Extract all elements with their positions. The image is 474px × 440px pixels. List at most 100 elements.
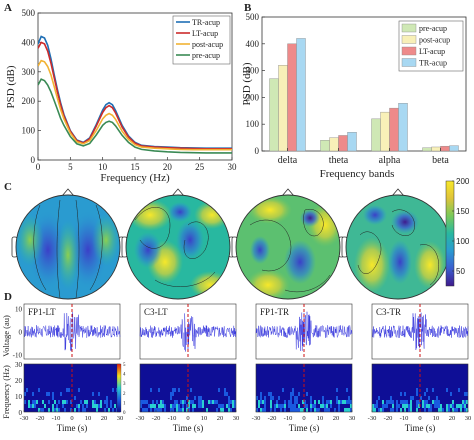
topomap-3 (231, 188, 345, 300)
panel-d-voltage-tick-label: 10 (15, 306, 23, 314)
panel-d-spectrogram-cell (464, 408, 466, 412)
panel-d-spectrogram-cell (32, 404, 34, 408)
panel-d-spectrogram-cell (336, 396, 338, 400)
panel-d-spectrogram-cell (292, 408, 294, 412)
panel-d-spectrogram-cell (108, 408, 110, 412)
panel-d-spectrogram-cell (94, 404, 96, 408)
panel-d-spectrogram-cell (262, 400, 264, 404)
panel-d-x-tick-label: 20 (449, 415, 456, 422)
panel-d-spectrogram-cell (264, 404, 266, 408)
panel-a-legend: TR-acup LT-acup post-acup pre-acup (172, 15, 231, 65)
panel-d-x-tick-label: -20 (36, 415, 45, 422)
panel-d-spectrogram-cell (106, 400, 108, 404)
panel-d-spectrogram-cell (226, 404, 228, 408)
topomap-colorbar-ticks: 50 100 150 200 (452, 177, 470, 276)
panel-d-spectrogram-cell (434, 404, 436, 408)
panel-d-spectrogram-cell (390, 396, 392, 400)
panel-d-spectrogram-cell (226, 392, 228, 396)
panel-d-spectrogram-cell (264, 408, 266, 412)
panel-d-spectrogram-cell (282, 388, 284, 392)
panel-d-spectrogram-cell (410, 408, 412, 412)
panel-d-spectrogram-cell (320, 404, 322, 408)
panel-d-spectrogram-cell (256, 408, 258, 412)
panel-a-y-tick-label: 400 (22, 37, 36, 47)
panel-d-spectrogram-cell (296, 396, 298, 400)
panel-d-spectrogram-cell (350, 408, 352, 412)
panel-d-channel-label: FP1-LT (28, 307, 56, 317)
panel-d-spectrogram-cell (382, 400, 384, 404)
panel-d-spectrogram-cell (302, 408, 304, 412)
panel-d-spectrogram-cell (44, 404, 46, 408)
panel-b-legend: pre-acup post-acup LT-acup TR-acup (398, 20, 464, 72)
panel-a-legend-items: TR-acup LT-acup post-acup pre-acup (176, 18, 223, 60)
panel-d-x-tick-label: -30 (20, 415, 29, 422)
panel-d-spectrogram-cell (412, 396, 414, 400)
panel-a-series (38, 35, 232, 154)
panel-d-spectrogram-cell (228, 404, 230, 408)
panel-d-spectrogram-cell (188, 408, 190, 412)
panel-d-spectrogram-cell (158, 408, 160, 412)
panel-d-spectrogram-cell (82, 404, 84, 408)
panel-d-spectrogram-cell (338, 408, 340, 412)
panel-d-spectrogram-cell (390, 408, 392, 412)
panel-d-spectrogram-cell (58, 400, 60, 404)
topomap-1-outline (15, 194, 121, 300)
panel-d-spectrogram-cell (408, 408, 410, 412)
panel-d-x-tick-label: -20 (152, 415, 161, 422)
panel-d-x-tick-label: 10 (201, 415, 208, 422)
panel-d-spectrogram-cell (220, 408, 222, 412)
panel-b-bar (449, 145, 459, 152)
panel-d-spectrogram-cell (348, 400, 350, 404)
spectrogram-colorbar-tick-label: 2 (123, 392, 126, 397)
panel-d-spectrogram-cell (190, 400, 192, 404)
panel-d-spectrogram-cell (372, 404, 374, 408)
panel-d-spectrogram-cell (436, 396, 438, 400)
panel-d-spectrogram-cell (336, 400, 338, 404)
spectrogram-colorbar-ticks: 0 1 2 3 4 5 (123, 363, 126, 416)
panel-d-x-tick-label: -30 (136, 415, 145, 422)
panel-d-spectrogram-cell (178, 388, 180, 392)
panel-d-spectrogram-cell (264, 400, 266, 404)
panel-d-spectrogram-cell (350, 400, 352, 404)
panel-d-spectrogram-cell (234, 404, 236, 408)
panel-b-bar (431, 146, 441, 152)
panel-d-spectrogram-cell (314, 404, 316, 408)
topomap-2 (121, 188, 235, 300)
panel-d-spectrogram-cell (174, 400, 176, 404)
panel-d-xlabel: Time (s) (289, 423, 319, 433)
panel-d-spectrogram-cell (160, 400, 162, 404)
spectrogram-colorbar-tick-label: 1 (123, 401, 126, 406)
panel-d-spectrogram-cell (234, 400, 236, 404)
panel-d-spectrogram-cell (390, 400, 392, 404)
panel-b-ylabel: PSD (dB) (241, 62, 253, 105)
panel-d-spectrogram-cell (424, 404, 426, 408)
panel-d-spectrogram-cell (350, 404, 352, 408)
panel-d-spectrogram-cell (150, 408, 152, 412)
panel-d-voltage-trace (255, 311, 353, 352)
panel-d-spectrogram-cell (330, 404, 332, 408)
panel-d-spectrogram-cell (328, 400, 330, 404)
panel-d-spectrogram-cell (140, 400, 142, 404)
panel-a-y-tick-label: 0 (31, 155, 36, 165)
panel-d-spectrogram-cell (194, 404, 196, 408)
panel-d-spectrogram-cell (406, 400, 408, 404)
panel-d-spectrogram-cell (284, 408, 286, 412)
panel-d-spectrogram-cell (274, 408, 276, 412)
panel-d-spectrogram-cell (276, 404, 278, 408)
panel-d-spectrogram-cell (374, 408, 376, 412)
panel-d-spectrogram-cell (300, 408, 302, 412)
panel-a-series-line (38, 41, 232, 150)
panel-d-spectrogram-cell (374, 404, 376, 408)
panel-d-spectrogram-cell (64, 408, 66, 412)
panel-a-y-tick-label: 500 (22, 8, 36, 18)
panel-d-spectrogram-cell (36, 400, 38, 404)
panel-b-bar (278, 65, 288, 152)
panel-d-spectrogram-cell (296, 400, 298, 404)
panel-d-spectrogram-cell (96, 404, 98, 408)
panel-d-spectrogram-cell (280, 408, 282, 412)
panel-d-spectrogram-cell (284, 400, 286, 404)
panel-d-spectrogram-cell (386, 400, 388, 404)
panel-d-x-tick-label: -10 (168, 415, 177, 422)
panel-d-spectrogram-cell (172, 392, 174, 396)
